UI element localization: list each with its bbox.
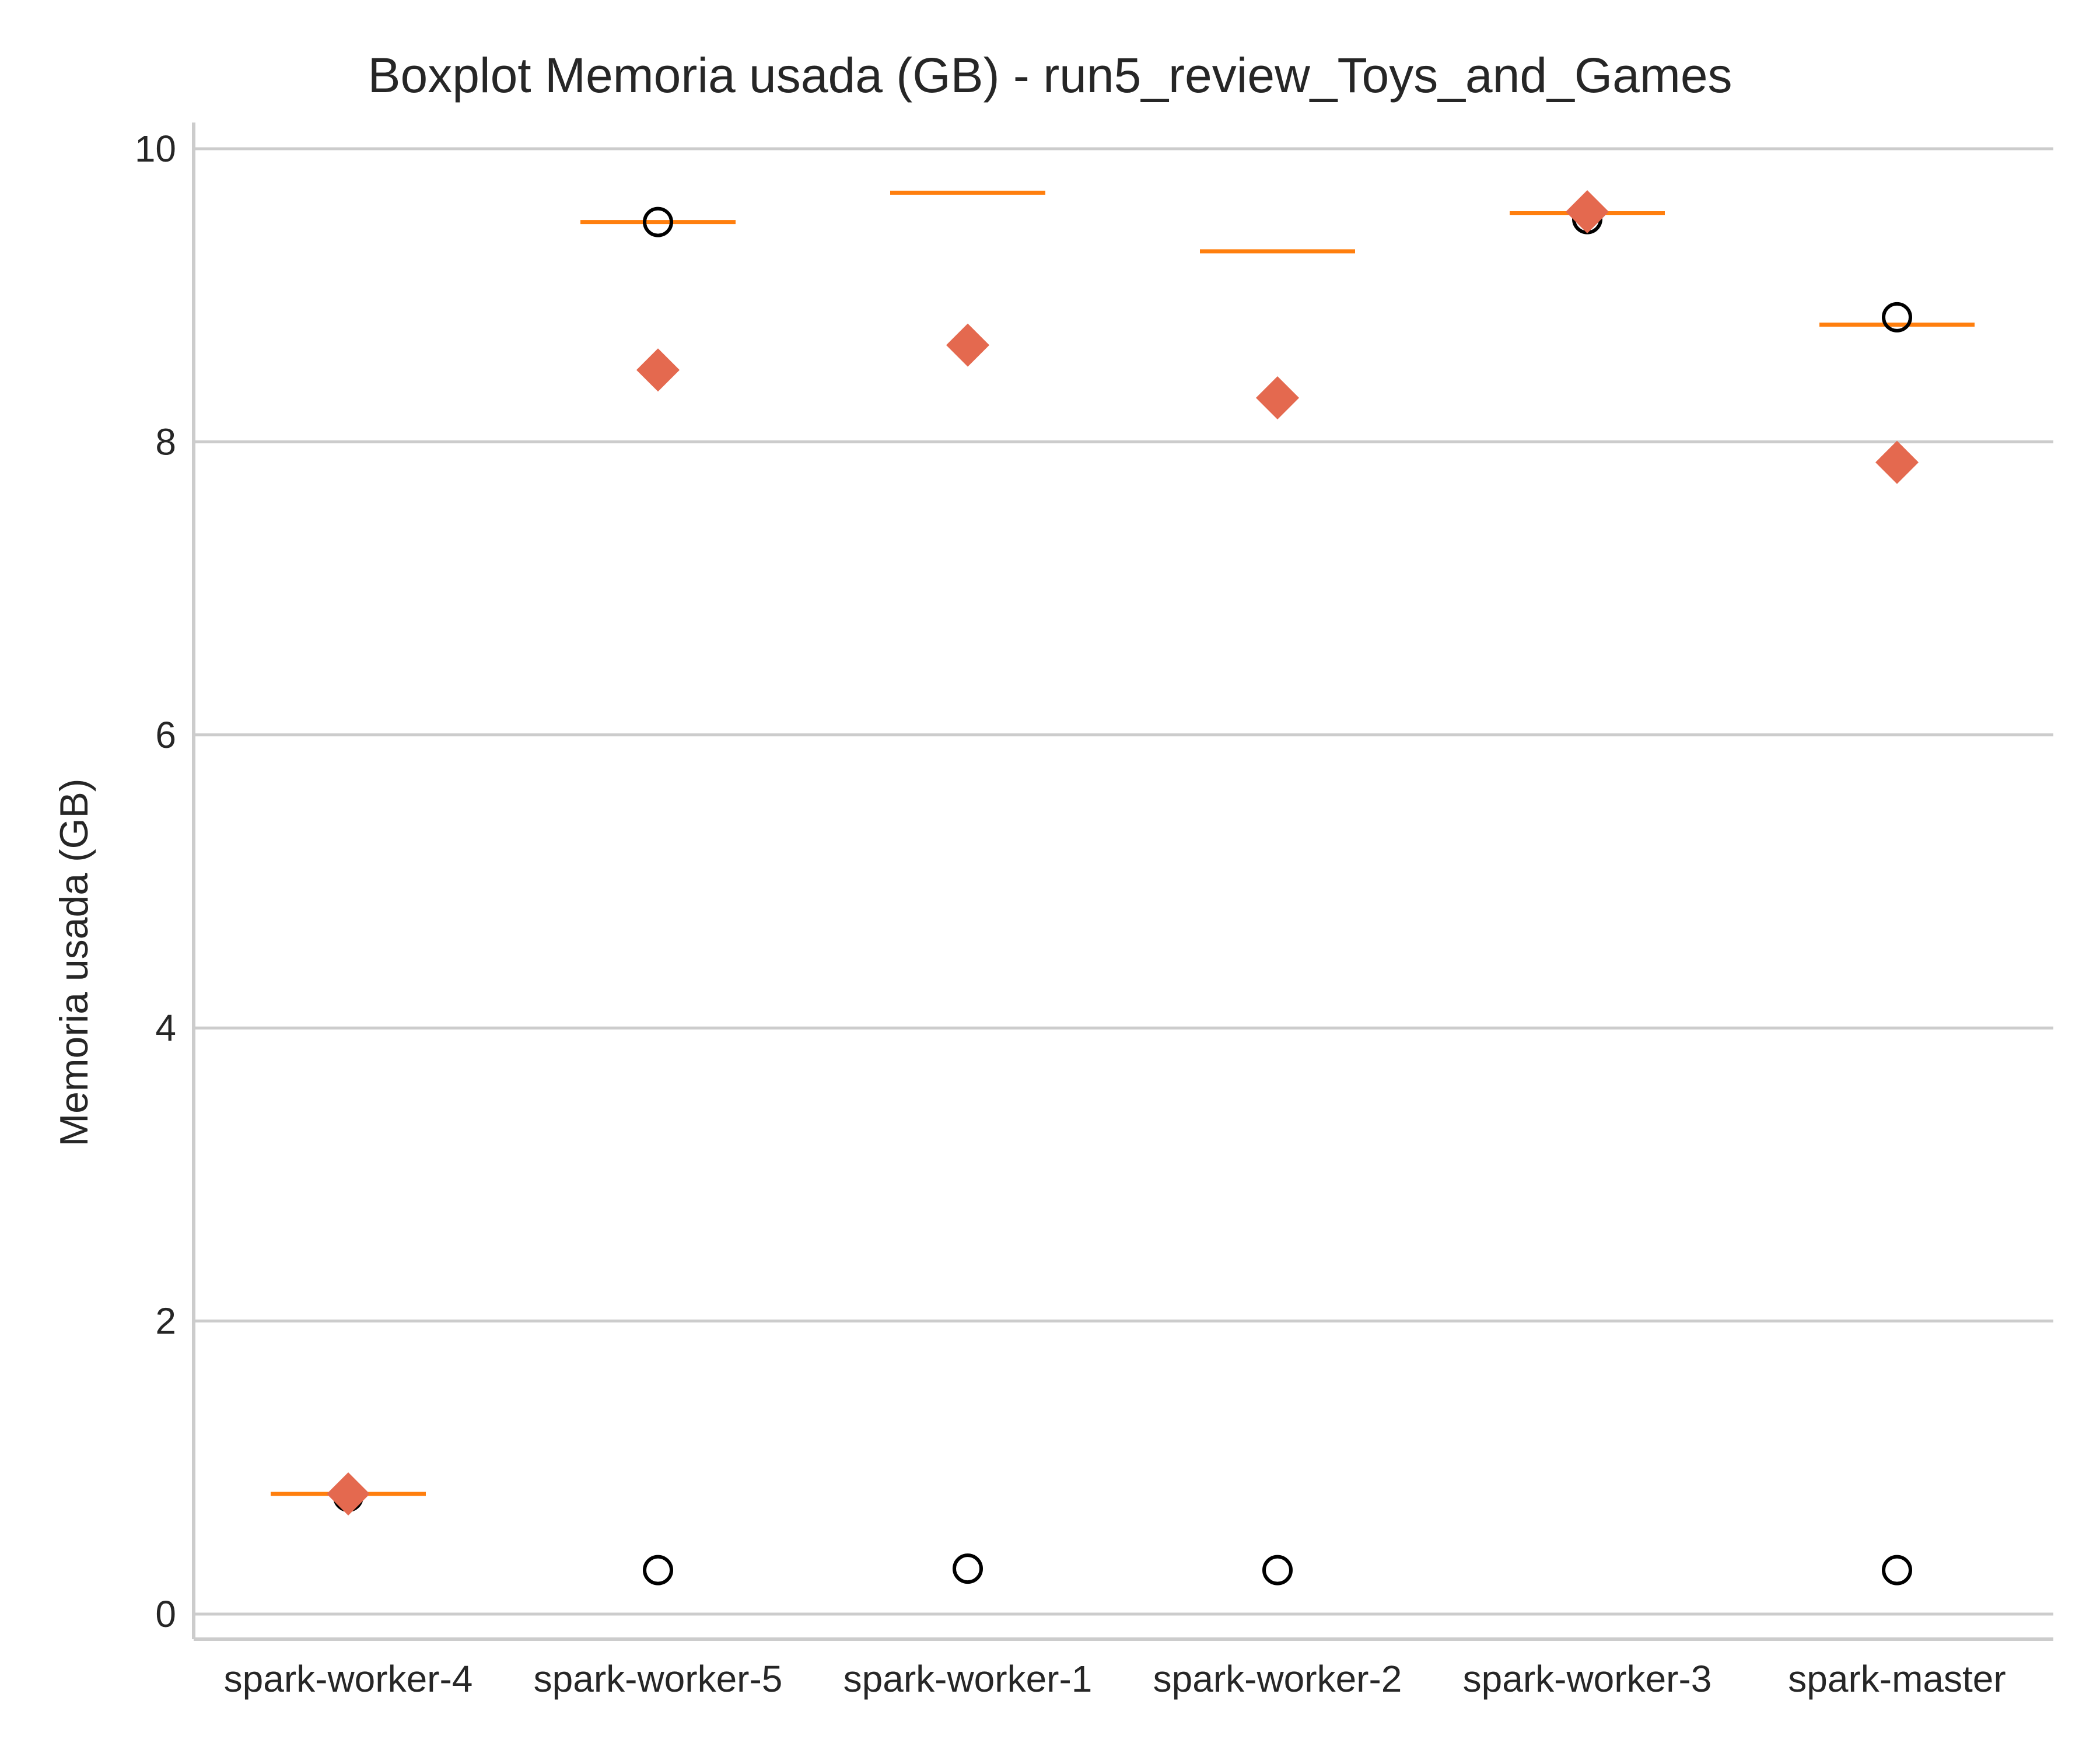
outlier-point-spark-worker-5-1 bbox=[643, 1555, 673, 1586]
mean-marker-spark-worker-4 bbox=[327, 1472, 370, 1516]
x-tick-labels: spark-worker-4 spark-worker-5 spark-worker… bbox=[224, 1658, 2006, 1700]
mean-marker-spark-worker-2 bbox=[1256, 376, 1299, 420]
y-tick-label-0: 0 bbox=[155, 1593, 176, 1635]
outlier-point-spark-worker-1-0 bbox=[953, 1553, 983, 1584]
y-tick-label-1: 2 bbox=[155, 1300, 176, 1342]
outlier-point-spark-worker-5-0 bbox=[643, 206, 673, 237]
outlier-point-spark-master-1 bbox=[1882, 1555, 1912, 1586]
outlier-point-spark-master-0 bbox=[1882, 302, 1912, 332]
y-tick-labels: 0 2 4 6 8 10 bbox=[135, 128, 176, 1635]
mean-marker-spark-worker-1 bbox=[946, 323, 989, 367]
x-tick-label-spark-master: spark-master bbox=[1788, 1658, 2006, 1700]
y-tick-label-3: 6 bbox=[155, 714, 176, 756]
outlier-point-spark-worker-2-0 bbox=[1262, 1555, 1293, 1586]
x-tick-label-spark-worker-4: spark-worker-4 bbox=[224, 1658, 473, 1700]
grid bbox=[194, 147, 2053, 1616]
y-tick-label-4: 8 bbox=[155, 421, 176, 463]
x-tick-label-spark-worker-1: spark-worker-1 bbox=[844, 1658, 1093, 1700]
mean-marker-spark-master bbox=[1875, 440, 1919, 484]
x-tick-label-spark-worker-3: spark-worker-3 bbox=[1463, 1658, 1712, 1700]
mean-marker-spark-worker-3 bbox=[1566, 190, 1609, 234]
y-tick-label-2: 4 bbox=[155, 1007, 176, 1049]
chart-title: Boxplot Memoria usada (GB) - run5_review… bbox=[368, 48, 1732, 103]
y-tick-label-5: 10 bbox=[135, 128, 176, 170]
axis-spines bbox=[192, 123, 2053, 1641]
plot-marks bbox=[271, 190, 1975, 1586]
x-tick-label-spark-worker-2: spark-worker-2 bbox=[1153, 1658, 1402, 1700]
y-axis-label: Memoria usada (GB) bbox=[52, 778, 96, 1146]
mean-marker-spark-worker-5 bbox=[636, 348, 680, 392]
x-tick-label-spark-worker-5: spark-worker-5 bbox=[534, 1658, 783, 1700]
